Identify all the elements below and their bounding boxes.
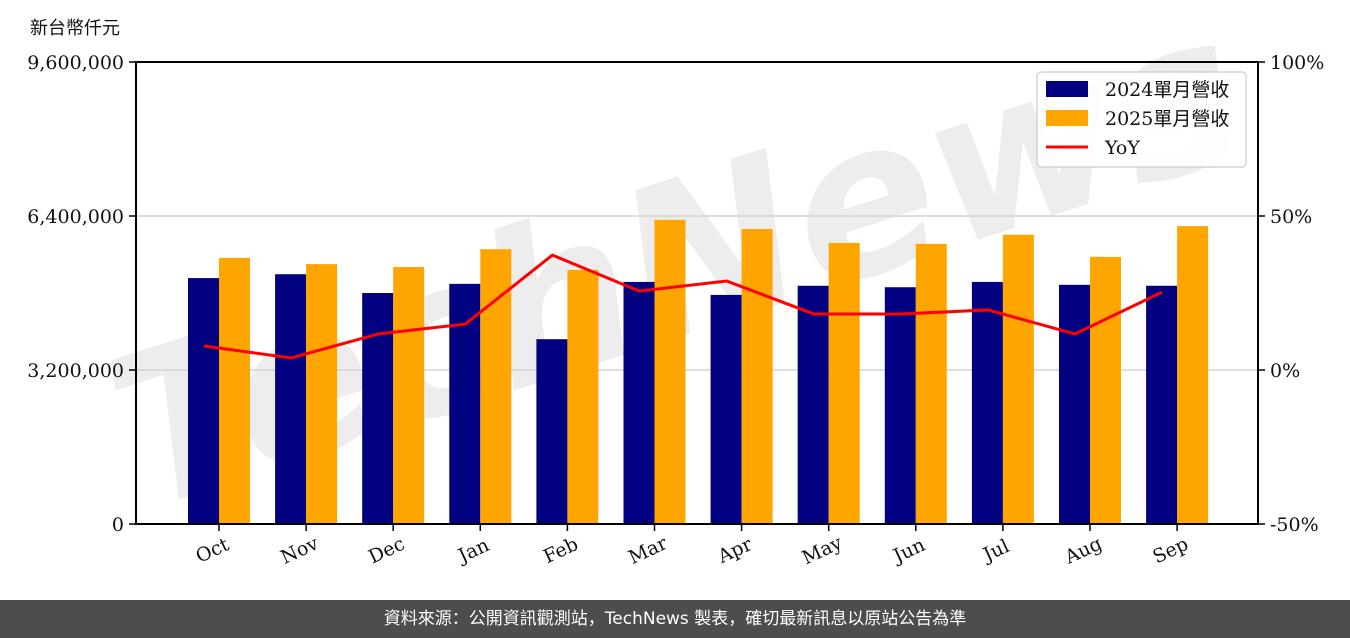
source-footer: 資料來源：公開資訊觀測站，TechNews 製表，確切最新訊息以原站公告為準 <box>0 600 1350 638</box>
y2-tick-label: -50% <box>1270 514 1319 536</box>
legend-label: 2024單月營收 <box>1105 79 1229 101</box>
x-tick-label: Jun <box>888 534 928 568</box>
bar-2024 <box>362 293 394 524</box>
bar-2025 <box>741 228 773 524</box>
bar-2025 <box>1090 256 1121 524</box>
bar-2024 <box>536 339 568 524</box>
legend-label: YoY <box>1104 137 1140 159</box>
y-tick-label: 9,600,000 <box>27 52 124 74</box>
bar-2024 <box>1059 284 1090 524</box>
x-tick-label: Nov <box>277 532 322 568</box>
x-tick-label: Dec <box>365 533 408 569</box>
bar-2025 <box>828 242 860 524</box>
x-tick-label: Feb <box>540 533 582 568</box>
yoy-line <box>203 253 1163 360</box>
legend-swatch <box>1046 81 1088 97</box>
y-tick-label: 0 <box>112 514 124 536</box>
y2-tick-label: 0% <box>1270 360 1300 382</box>
legend-swatch <box>1046 110 1088 126</box>
plot-frame <box>135 61 1259 525</box>
x-tick-label: Mar <box>625 532 671 569</box>
y-tick-label: 6,400,000 <box>27 206 124 228</box>
x-tick-label: Apr <box>714 533 757 569</box>
bar-2025 <box>219 257 250 524</box>
bar-2025 <box>393 267 425 524</box>
bar-2025 <box>1002 234 1034 525</box>
bar-2025 <box>915 243 947 524</box>
bar-2024 <box>275 274 307 524</box>
bar-2024 <box>884 287 916 524</box>
bar-2024 <box>188 278 219 524</box>
bar-2025 <box>1177 226 1209 524</box>
bar-2024 <box>449 283 481 524</box>
y-tick-label: 3,200,000 <box>27 360 124 382</box>
bar-2024 <box>797 285 829 524</box>
legend-label: 2025單月營收 <box>1105 108 1229 130</box>
y2-tick-label: 50% <box>1270 206 1312 228</box>
x-tick-label: Aug <box>1061 533 1106 569</box>
bar-2024 <box>623 281 655 524</box>
y-axis-unit-label: 新台幣仟元 <box>30 18 120 39</box>
bar-2025 <box>480 249 512 525</box>
bar-2025 <box>567 269 599 524</box>
legend <box>1036 71 1247 168</box>
bar-2025 <box>654 219 686 524</box>
x-tick-label: May <box>799 532 846 570</box>
y2-tick-label: 100% <box>1270 52 1324 74</box>
x-tick-label: Jan <box>453 534 492 568</box>
bar-2024 <box>971 281 1003 524</box>
x-tick-label: Sep <box>1149 533 1191 568</box>
bar-2024 <box>710 294 742 524</box>
bar-2025 <box>306 264 338 524</box>
bar-2024 <box>1146 285 1178 524</box>
x-tick-label: Jul <box>978 535 1013 567</box>
